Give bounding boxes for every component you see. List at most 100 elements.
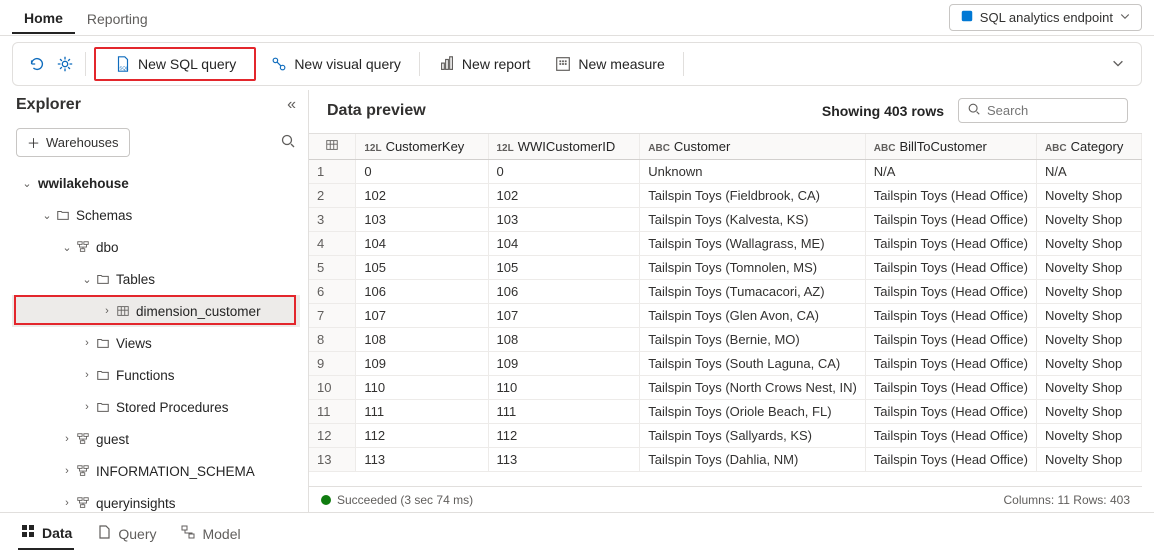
grid-cell[interactable]: Tailspin Toys (South Laguna, CA) <box>640 352 866 376</box>
grid-cell[interactable]: N/A <box>1036 160 1141 184</box>
grid-cell[interactable]: Novelty Shop <box>1036 280 1141 304</box>
grid-cell[interactable]: 108 <box>356 328 488 352</box>
tree-node-tables[interactable]: ⌄ Tables <box>12 263 300 295</box>
tree-node-information-schema[interactable]: › INFORMATION_SCHEMA <box>12 455 300 487</box>
grid-cell[interactable]: Tailspin Toys (Sallyards, KS) <box>640 424 866 448</box>
grid-data-row[interactable]: 7107107Tailspin Toys (Glen Avon, CA)Tail… <box>309 304 1142 328</box>
tree-node-guest[interactable]: › guest <box>12 423 300 455</box>
grid-cell[interactable]: Tailspin Toys (Tomnolen, MS) <box>640 256 866 280</box>
grid-cell[interactable]: Tailspin Toys (Head Office) <box>865 304 1036 328</box>
grid-cell[interactable]: 0 <box>488 160 640 184</box>
tree-node-stored-procedures[interactable]: › Stored Procedures <box>12 391 300 423</box>
grid-cell[interactable]: Tailspin Toys (Glen Avon, CA) <box>640 304 866 328</box>
grid-cell[interactable]: 108 <box>488 328 640 352</box>
grid-cell[interactable]: 102 <box>488 184 640 208</box>
grid-cell[interactable]: Novelty Shop <box>1036 256 1141 280</box>
grid-cell[interactable]: Tailspin Toys (Head Office) <box>865 208 1036 232</box>
grid-cell[interactable]: Tailspin Toys (Tumacacori, AZ) <box>640 280 866 304</box>
grid-cell[interactable]: 113 <box>356 448 488 472</box>
endpoint-selector[interactable]: SQL analytics endpoint <box>949 4 1142 31</box>
grid-cell[interactable]: Tailspin Toys (Head Office) <box>865 376 1036 400</box>
grid-data-row[interactable]: 3103103Tailspin Toys (Kalvesta, KS)Tails… <box>309 208 1142 232</box>
new-report-button[interactable]: New report <box>428 51 540 77</box>
new-measure-button[interactable]: New measure <box>544 51 674 77</box>
grid-cell[interactable]: 113 <box>488 448 640 472</box>
warehouses-button[interactable]: ＋ Warehouses <box>16 128 130 157</box>
grid-cell[interactable]: 103 <box>488 208 640 232</box>
tree-node-views[interactable]: › Views <box>12 327 300 359</box>
grid-cell[interactable]: 110 <box>488 376 640 400</box>
grid-cell[interactable]: Novelty Shop <box>1036 352 1141 376</box>
grid-cell[interactable]: Tailspin Toys (Head Office) <box>865 232 1036 256</box>
grid-cell[interactable]: Tailspin Toys (Head Office) <box>865 328 1036 352</box>
grid-cell[interactable]: 109 <box>356 352 488 376</box>
grid-data-row[interactable]: 6106106Tailspin Toys (Tumacacori, AZ)Tai… <box>309 280 1142 304</box>
grid-cell[interactable]: Novelty Shop <box>1036 304 1141 328</box>
grid-data-row[interactable]: 10110110Tailspin Toys (North Crows Nest,… <box>309 376 1142 400</box>
grid-cell[interactable]: Tailspin Toys (Dahlia, NM) <box>640 448 866 472</box>
grid-column-header[interactable]: ABCCustomer <box>640 134 866 160</box>
grid-cell[interactable]: Tailspin Toys (Kalvesta, KS) <box>640 208 866 232</box>
grid-cell[interactable]: Tailspin Toys (Head Office) <box>865 400 1036 424</box>
grid-cell[interactable]: Tailspin Toys (Head Office) <box>865 352 1036 376</box>
grid-row-number[interactable]: 10 <box>309 376 356 400</box>
grid-cell[interactable]: Novelty Shop <box>1036 448 1141 472</box>
tree-node-dbo[interactable]: ⌄ dbo <box>12 231 300 263</box>
explorer-search-button[interactable] <box>280 133 296 152</box>
grid-corner-cell[interactable] <box>309 134 356 160</box>
grid-cell[interactable]: 105 <box>488 256 640 280</box>
bottom-tab-query[interactable]: Query <box>94 516 158 549</box>
grid-data-row[interactable]: 11111111Tailspin Toys (Oriole Beach, FL)… <box>309 400 1142 424</box>
grid-cell[interactable]: 103 <box>356 208 488 232</box>
bottom-tab-model[interactable]: Model <box>178 516 242 549</box>
grid-data-row[interactable]: 9109109Tailspin Toys (South Laguna, CA)T… <box>309 352 1142 376</box>
grid-data-row[interactable]: 12112112Tailspin Toys (Sallyards, KS)Tai… <box>309 424 1142 448</box>
grid-cell[interactable]: 107 <box>356 304 488 328</box>
grid-cell[interactable]: Novelty Shop <box>1036 184 1141 208</box>
grid-cell[interactable]: 102 <box>356 184 488 208</box>
grid-row-number[interactable]: 12 <box>309 424 356 448</box>
grid-row-number[interactable]: 4 <box>309 232 356 256</box>
collapse-panel-button[interactable]: « <box>287 96 296 114</box>
grid-cell[interactable]: 106 <box>488 280 640 304</box>
grid-cell[interactable]: Tailspin Toys (Oriole Beach, FL) <box>640 400 866 424</box>
grid-cell[interactable]: Tailspin Toys (Head Office) <box>865 280 1036 304</box>
preview-search-input[interactable] <box>987 103 1119 118</box>
grid-cell[interactable]: 0 <box>356 160 488 184</box>
grid-cell[interactable]: 107 <box>488 304 640 328</box>
refresh-button[interactable] <box>25 52 49 76</box>
grid-cell[interactable]: 104 <box>488 232 640 256</box>
tree-node-queryinsights[interactable]: › queryinsights <box>12 487 300 512</box>
tree-node-table-dimension-customer[interactable]: › dimension_customer <box>12 295 300 327</box>
grid-row-number[interactable]: 7 <box>309 304 356 328</box>
grid-cell[interactable]: Novelty Shop <box>1036 424 1141 448</box>
grid-cell[interactable]: 112 <box>356 424 488 448</box>
grid-cell[interactable]: Tailspin Toys (Head Office) <box>865 256 1036 280</box>
grid-cell[interactable]: 106 <box>356 280 488 304</box>
grid-data-row[interactable]: 4104104Tailspin Toys (Wallagrass, ME)Tai… <box>309 232 1142 256</box>
grid-data-row[interactable]: 2102102Tailspin Toys (Fieldbrook, CA)Tai… <box>309 184 1142 208</box>
grid-column-header[interactable]: ABCCategory <box>1036 134 1141 160</box>
grid-cell[interactable]: Tailspin Toys (Head Office) <box>865 424 1036 448</box>
tree-node-functions[interactable]: › Functions <box>12 359 300 391</box>
grid-row-number[interactable]: 1 <box>309 160 356 184</box>
grid-column-header[interactable]: 12LWWICustomerID <box>488 134 640 160</box>
grid-row-number[interactable]: 8 <box>309 328 356 352</box>
grid-row-number[interactable]: 2 <box>309 184 356 208</box>
grid-data-row[interactable]: 8108108Tailspin Toys (Bernie, MO)Tailspi… <box>309 328 1142 352</box>
grid-cell[interactable]: 109 <box>488 352 640 376</box>
grid-column-header[interactable]: 12LCustomerKey <box>356 134 488 160</box>
grid-data-row[interactable]: 5105105Tailspin Toys (Tomnolen, MS)Tails… <box>309 256 1142 280</box>
grid-row-number[interactable]: 9 <box>309 352 356 376</box>
grid-cell[interactable]: Unknown <box>640 160 866 184</box>
new-visual-query-button[interactable]: New visual query <box>260 51 411 77</box>
tree-node-schemas[interactable]: ⌄ Schemas <box>12 199 300 231</box>
grid-cell[interactable]: Tailspin Toys (Head Office) <box>865 448 1036 472</box>
grid-row-number[interactable]: 13 <box>309 448 356 472</box>
grid-cell[interactable]: Novelty Shop <box>1036 328 1141 352</box>
grid-cell[interactable]: Tailspin Toys (North Crows Nest, IN) <box>640 376 866 400</box>
grid-row-number[interactable]: 11 <box>309 400 356 424</box>
grid-cell[interactable]: Tailspin Toys (Bernie, MO) <box>640 328 866 352</box>
grid-cell[interactable]: Tailspin Toys (Head Office) <box>865 184 1036 208</box>
tab-home[interactable]: Home <box>12 2 75 34</box>
